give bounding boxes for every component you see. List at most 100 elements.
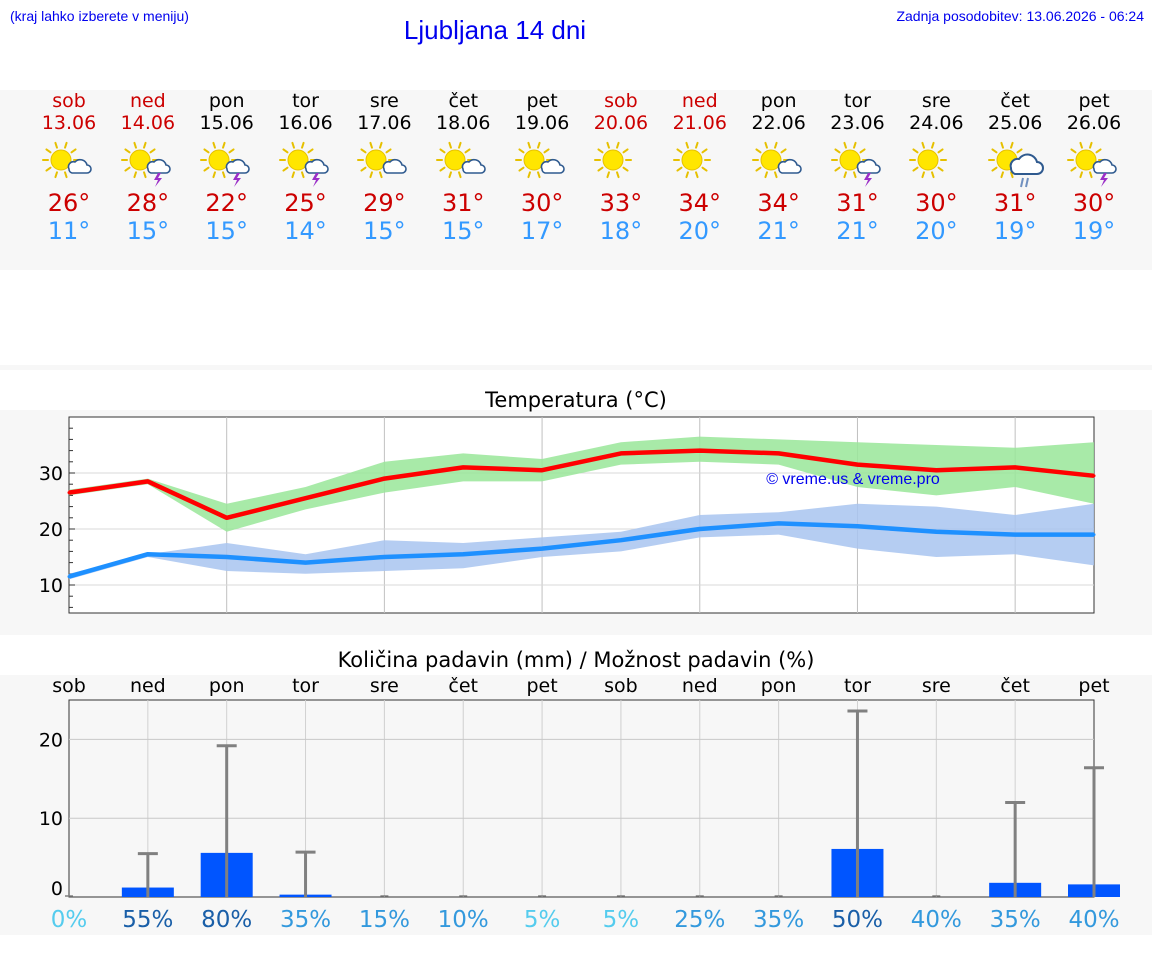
- temperature-point: [619, 451, 623, 455]
- temperature-point: [855, 463, 859, 467]
- max-temperature: 29°: [363, 189, 406, 217]
- precipitation-probability: 40%: [1068, 907, 1119, 933]
- day-forecast[interactable]: čet 18.06 31° 15°: [423, 90, 503, 245]
- max-temperature: 25°: [284, 189, 327, 217]
- page-title[interactable]: Ljubljana 14 dni: [403, 15, 587, 45]
- temperature-point: [777, 521, 781, 525]
- day-date: 22.06: [751, 112, 806, 134]
- precipitation-probability: 5%: [603, 907, 640, 933]
- max-temperature: 28°: [126, 189, 170, 217]
- day-date: 20.06: [593, 112, 649, 134]
- day-date: 23.06: [830, 112, 885, 134]
- day-forecast[interactable]: pon 15.06 22° 15°: [187, 90, 267, 245]
- temperature-point: [934, 468, 938, 472]
- day-forecast[interactable]: pon 22.06 34° 21°: [739, 90, 819, 245]
- sun-storm-icon: [266, 134, 346, 189]
- min-temperature: 18°: [599, 217, 643, 245]
- day-date: 21.06: [672, 112, 727, 134]
- sun-cloud-icon: [344, 134, 424, 189]
- y-tick-label: 20: [39, 729, 63, 751]
- day-date: 19.06: [514, 112, 570, 134]
- sun-cloud-icon: [29, 134, 109, 189]
- precipitation-probability: 0%: [51, 907, 88, 933]
- precipitation-probability: 40%: [911, 907, 962, 933]
- max-temperature: 33°: [599, 189, 643, 217]
- day-forecast[interactable]: ned 14.06 28° 15°: [108, 90, 188, 245]
- day-forecast[interactable]: čet 25.06 31° 19°: [975, 90, 1055, 245]
- day-date: 24.06: [909, 112, 964, 134]
- day-name: tor: [292, 90, 319, 112]
- x-day-label: tor: [844, 675, 871, 697]
- y-tick-label: 20: [39, 519, 63, 541]
- day-forecast[interactable]: tor 16.06 25° 14°: [266, 90, 346, 245]
- day-name: ned: [681, 90, 718, 112]
- temperature-point: [540, 547, 544, 551]
- temperature-point: [934, 530, 938, 534]
- x-day-label: pon: [209, 675, 245, 697]
- day-name: čet: [448, 90, 479, 112]
- precipitation-probability: 10%: [438, 907, 489, 933]
- temperature-point: [67, 491, 71, 495]
- temperature-point: [698, 527, 702, 531]
- day-name: ned: [129, 90, 166, 112]
- watermark: © vreme.us & vreme.pro: [766, 471, 940, 488]
- x-day-label: čet: [448, 675, 478, 697]
- sun-storm-icon: [187, 134, 267, 189]
- temperature-chart-title: Temperatura (°C): [485, 388, 667, 412]
- temperature-chart-panel: 10 20 30 © vreme.us & vreme.pro: [0, 410, 1152, 635]
- precipitation-probability: 50%: [832, 907, 883, 933]
- day-forecast[interactable]: pet 19.06 30° 17°: [502, 90, 582, 245]
- min-temperature-line: [68, 521, 1094, 579]
- x-day-label: sob: [604, 675, 638, 697]
- precipitation-chart-title: Količina padavin (mm) / Možnost padavin …: [337, 648, 815, 672]
- day-forecast[interactable]: sre 24.06 30° 20°: [896, 90, 976, 245]
- sun-cloud-icon: [502, 134, 582, 189]
- day-forecast[interactable]: sre 17.06 29° 15°: [344, 90, 424, 245]
- day-forecast[interactable]: pet 26.06 30° 19°: [1054, 90, 1134, 245]
- day-forecast[interactable]: ned 21.06 34° 20°: [660, 90, 740, 245]
- precipitation-chart-panel: sob ned pon tor sre čet pet sob ned pon tor sre čet p…: [0, 675, 1152, 935]
- temperature-point: [67, 575, 71, 579]
- temperature-point: [461, 552, 465, 556]
- day-date: 13.06: [41, 112, 97, 134]
- min-temperature: 20°: [678, 217, 722, 245]
- sun-storm-icon: [108, 134, 188, 189]
- max-temperature: 22°: [205, 189, 248, 217]
- precipitation-probability: 80%: [201, 907, 252, 933]
- y-tick-label: 10: [39, 808, 63, 830]
- temperature-chart: 10 20 30 © vreme.us & vreme.pro: [39, 416, 1096, 614]
- sun-cloud-icon: [423, 134, 503, 189]
- temperature-point: [1092, 533, 1096, 537]
- day-forecast[interactable]: tor 23.06 31° 21°: [818, 90, 898, 245]
- temperature-point: [146, 552, 150, 556]
- day-date: 17.06: [357, 112, 412, 134]
- max-temperature-line: [68, 448, 1095, 521]
- temperature-point: [304, 561, 308, 565]
- max-temperature: 26°: [47, 189, 91, 217]
- temperature-point: [1013, 465, 1017, 469]
- y-tick-label: 0: [51, 878, 63, 900]
- day-date: 16.06: [278, 112, 333, 134]
- day-name: čet: [1000, 90, 1030, 112]
- min-temperature: 20°: [915, 217, 958, 245]
- temperature-point: [461, 465, 465, 469]
- day-forecast[interactable]: sob 13.06 26° 11°: [29, 90, 109, 245]
- day-name: sob: [52, 90, 86, 112]
- temperature-point: [146, 479, 150, 483]
- day-forecast[interactable]: sob 20.06 33° 18°: [581, 90, 661, 245]
- last-updated: Zadnja posodobitev: 13.06.2026 - 06:24: [896, 8, 1144, 24]
- max-temperature: 31°: [441, 189, 485, 217]
- sun-icon: [660, 134, 740, 189]
- min-temperature: 17°: [520, 217, 564, 245]
- sun-storm-icon: [818, 134, 898, 189]
- day-date: 14.06: [120, 112, 176, 134]
- min-temperature: 15°: [363, 217, 406, 245]
- max-temperature: 30°: [1072, 189, 1116, 217]
- day-name: tor: [844, 90, 871, 112]
- region-hint: (kraj lahko izberete v meniju): [10, 8, 189, 24]
- min-temperature: 15°: [126, 217, 170, 245]
- min-temperature: 19°: [993, 217, 1037, 245]
- day-name: sre: [369, 90, 399, 112]
- max-temperature: 34°: [678, 189, 722, 217]
- x-day-label: pet: [1078, 675, 1109, 697]
